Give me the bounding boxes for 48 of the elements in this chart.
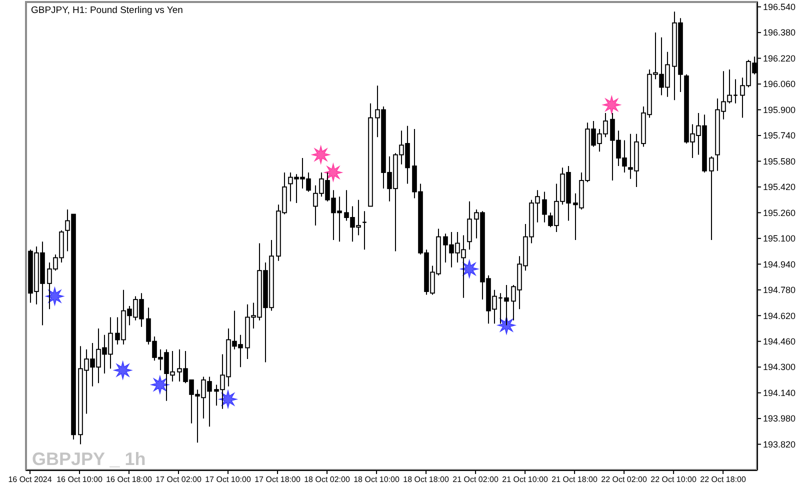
y-tick-label: 194.300: [763, 362, 796, 372]
y-tick-label: 195.420: [763, 182, 796, 192]
x-tick-label: 17 Oct 02:00: [156, 475, 202, 484]
y-tick-label: 196.380: [763, 28, 796, 38]
point: [602, 96, 621, 114]
y-tick-label: 194.620: [763, 310, 796, 321]
y-tick-label: 196.060: [763, 79, 796, 90]
candlestick: [709, 156, 714, 241]
x-tick-label: 21 Oct 02:00: [452, 475, 499, 484]
x-tick-label: 16 Oct 18:00: [106, 475, 152, 484]
point: [460, 260, 478, 278]
chart-title: GBPJPY, H1: Pound Sterling vs Yen: [31, 5, 183, 16]
y-tick-label: 195.740: [763, 130, 796, 141]
candlestick: [362, 210, 368, 250]
x-tick-label: 22 Oct 10:00: [650, 475, 698, 484]
point: [219, 390, 237, 408]
x-tick-label: 17 Oct 10:00: [205, 475, 252, 484]
x-tick-label: 18 Oct 18:00: [403, 475, 450, 484]
point: [151, 376, 169, 394]
point: [498, 316, 516, 334]
y-tick-label: 196.540: [763, 2, 796, 12]
candlestick: [542, 191, 547, 223]
y-tick-label: 193.980: [763, 414, 796, 424]
x-tick-label: 21 Oct 18:00: [552, 475, 598, 484]
y-tick-label: 195.580: [763, 156, 796, 166]
y-tick-label: 194.140: [763, 388, 796, 398]
point: [114, 361, 132, 380]
x-tick-label: 18 Oct 02:00: [304, 475, 350, 484]
x-tick-label: 16 Oct 10:00: [56, 475, 103, 484]
point: [324, 164, 342, 182]
point: [312, 146, 330, 164]
x-tick-label: 22 Oct 18:00: [700, 475, 747, 484]
x-tick-label: 22 Oct 02:00: [601, 475, 648, 484]
y-tick-label: 195.900: [763, 104, 796, 115]
x-tick-label: 16 Oct 2024: [8, 475, 52, 484]
y-tick-label: 194.780: [763, 285, 796, 296]
y-tick-label: 194.460: [763, 336, 796, 346]
x-tick-label: 21 Oct 10:00: [502, 475, 548, 484]
x-tick-label: 18 Oct 10:00: [354, 475, 400, 484]
y-tick-label: 194.940: [763, 259, 796, 270]
y-tick-label: 196.220: [763, 53, 796, 64]
candlestick: [467, 200, 472, 250]
x-tick-label: 17 Oct 18:00: [254, 475, 301, 484]
point: [46, 287, 64, 306]
y-tick-label: 193.820: [763, 439, 796, 450]
y-tick-label: 195.260: [763, 208, 796, 218]
y-tick-label: 195.100: [763, 234, 796, 244]
annotation: GBPJPY _ 1h: [32, 449, 146, 469]
